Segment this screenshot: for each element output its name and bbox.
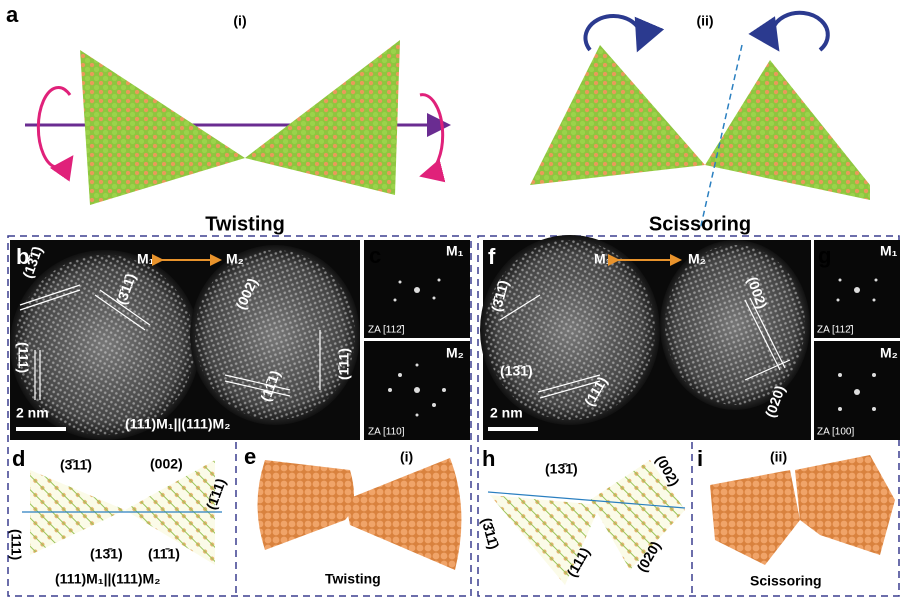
plane-label: (3̄11̄) xyxy=(478,516,502,551)
relation: (111)M₁||(111)M₂ xyxy=(125,416,230,432)
relation: (111)M₁||(111)M₂ xyxy=(55,571,160,587)
caption: Twisting xyxy=(325,571,381,587)
label: M₁ xyxy=(880,243,898,259)
plane-label: (3̄11̄) xyxy=(60,457,92,473)
label: (i) xyxy=(233,13,246,29)
label: (i) xyxy=(400,449,413,465)
particle xyxy=(530,45,705,185)
panel-h: h (13̄1̄) (002) (3̄11̄) (111) (020) xyxy=(478,446,685,585)
particle xyxy=(80,50,245,205)
zone-axis: ZA [100] xyxy=(817,427,854,438)
panel-i: i (ii) Scissoring xyxy=(697,446,895,589)
plane-label: (002) xyxy=(150,456,183,472)
label: (ii) xyxy=(770,449,787,465)
label: (ii) xyxy=(696,13,713,29)
panel-b: b M₁ M₂ (13̄1̄) (3̄11̄) (002) (111) (1̄1… xyxy=(10,240,360,440)
plane-label: (11̄1) xyxy=(148,546,180,562)
plane-label: (111) xyxy=(15,342,31,373)
rotation-arrow xyxy=(420,95,443,175)
label: M₂ xyxy=(880,345,898,361)
label: M₁ xyxy=(446,243,464,259)
panel-letter: c xyxy=(369,243,381,268)
figure: a (i) (ii) Twisting Scissoring b M₁ M₂ (… xyxy=(0,0,902,601)
label: M₁ xyxy=(137,251,155,267)
particle xyxy=(705,60,870,200)
scale-bar: 2 nm xyxy=(16,405,49,421)
panel-letter: a xyxy=(6,2,19,27)
plane-label: (13̄1̄) xyxy=(545,461,578,477)
plane-label: (13̄1) xyxy=(90,546,123,562)
label: M₂ xyxy=(688,251,706,267)
scale-bar: 2 nm xyxy=(490,405,523,421)
particle xyxy=(245,40,400,195)
panel-c: c M₁ M₂ ZA [112̄] ZA [110] xyxy=(364,240,470,440)
label: M₂ xyxy=(446,345,464,361)
panel-f: f M₁ M₂ (3̄11̄) (13̄1̄) (111) (002) (020… xyxy=(480,235,811,440)
panel-letter: e xyxy=(244,444,256,469)
caption: Scissoring xyxy=(649,213,751,235)
panel-g: g M₁ M₂ ZA [112̄] ZA [100] xyxy=(814,240,900,440)
label: M₂ xyxy=(226,251,244,267)
zone-axis: ZA [112̄] xyxy=(368,325,405,336)
plane-label: (1̄11) xyxy=(336,348,352,380)
panel-e: e (i) Twisting xyxy=(244,444,461,587)
panel-letter: f xyxy=(488,244,496,269)
zone-axis: ZA [112̄] xyxy=(817,325,854,336)
rotation-arrow xyxy=(585,16,641,50)
caption: Twisting xyxy=(205,213,285,235)
plane-label: (13̄1̄) xyxy=(500,363,533,379)
rotation-arrow xyxy=(772,13,828,50)
rotation-arrow xyxy=(38,87,70,167)
label: M₁ xyxy=(594,251,612,267)
panel-letter: i xyxy=(697,446,703,471)
panel-a: a (i) (ii) Twisting Scissoring xyxy=(6,2,870,235)
caption: Scissoring xyxy=(750,573,822,589)
panel-d: d (3̄11̄) (002) (1̄11) (111) (13̄1) (11̄… xyxy=(8,446,228,587)
panel-letter: d xyxy=(12,446,25,471)
zone-axis: ZA [110] xyxy=(368,427,405,438)
panel-letter: g xyxy=(818,243,831,268)
panel-letter: h xyxy=(482,446,495,471)
plane-label: (111) xyxy=(8,529,24,560)
